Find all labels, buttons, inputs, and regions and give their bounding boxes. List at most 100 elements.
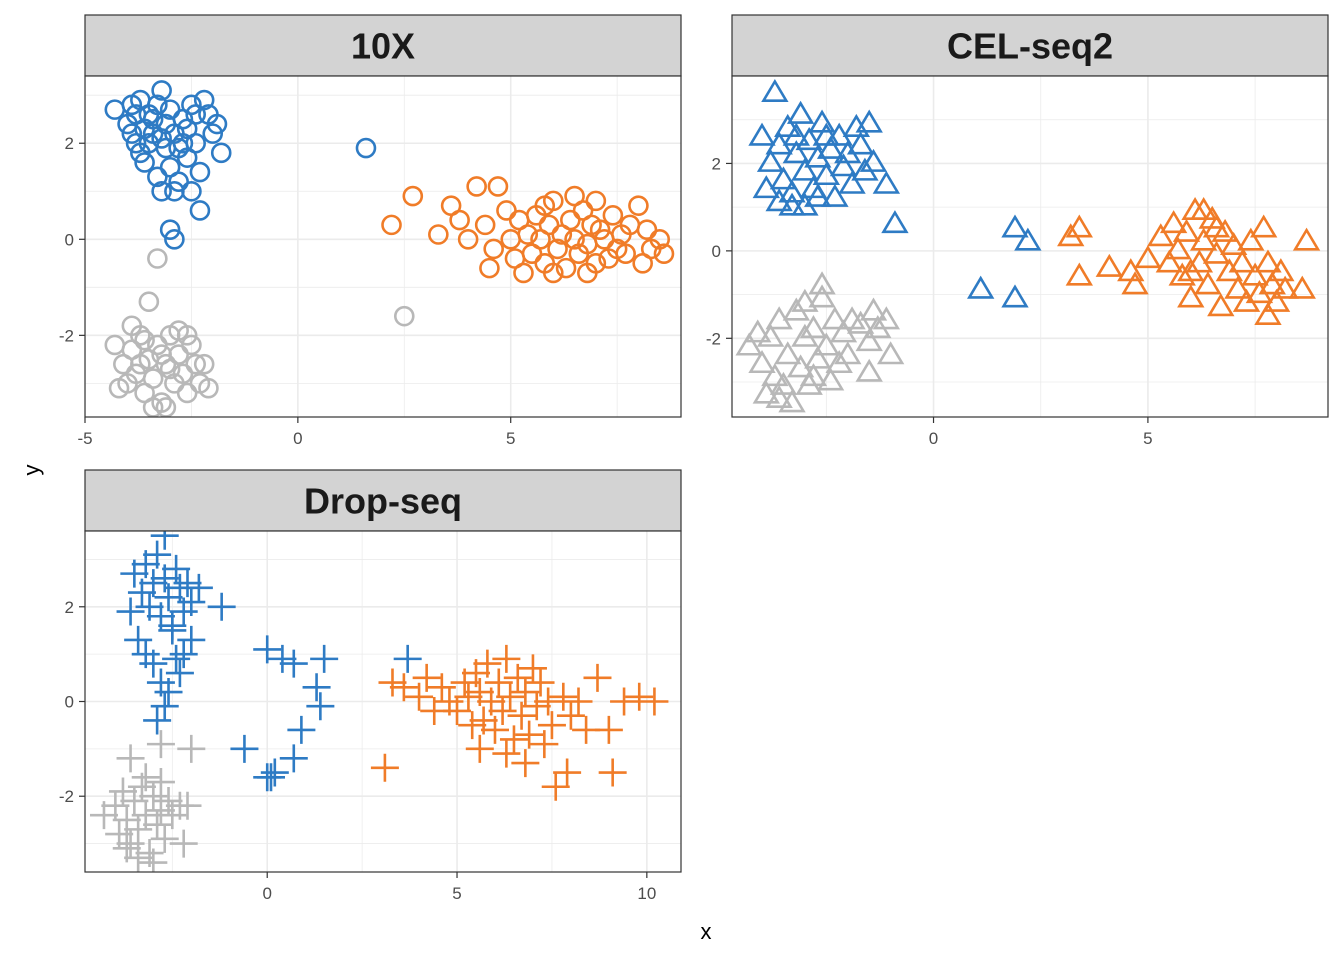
plus-point: [492, 644, 521, 673]
y-tick-label: -2: [59, 787, 74, 806]
plus-point: [177, 734, 206, 763]
triangle-point: [804, 183, 832, 207]
points: [104, 80, 675, 417]
triangle-point: [855, 328, 883, 352]
circle-point: [602, 204, 624, 226]
plus-point: [511, 749, 540, 778]
triangle-point: [791, 288, 819, 312]
triangle-point: [1177, 284, 1205, 308]
circle-point: [585, 190, 607, 212]
plus-point: [143, 810, 172, 839]
plus-point: [549, 682, 578, 711]
triangle-point: [859, 297, 888, 321]
x-tick-label: 5: [506, 429, 515, 448]
triangle-point: [1254, 301, 1282, 325]
circle-point: [108, 377, 130, 399]
plus-point: [518, 654, 547, 683]
circle-point: [449, 209, 470, 231]
triangle-point: [846, 131, 875, 155]
triangle-point: [834, 341, 862, 365]
triangle-point: [752, 175, 780, 199]
y-tick-label: 0: [712, 242, 721, 261]
circle-point: [202, 123, 224, 144]
triangle-point: [1237, 227, 1265, 251]
triangle-point: [872, 306, 901, 330]
triangle-point: [748, 349, 776, 374]
circle-point: [555, 257, 577, 279]
plus-point: [499, 725, 528, 754]
triangle-point: [1065, 214, 1093, 238]
plus-point: [165, 659, 194, 688]
plus-point: [154, 678, 183, 707]
triangle-point: [1001, 284, 1029, 308]
plus-point: [492, 739, 521, 768]
circle-point: [155, 397, 177, 417]
circle-point: [185, 104, 206, 125]
triangle-point: [1189, 196, 1218, 221]
triangle-point: [1228, 249, 1256, 273]
facet-strip-title: 10X: [351, 26, 415, 67]
y-tick-label: 0: [65, 230, 74, 249]
circle-point: [172, 132, 194, 154]
circle-point: [564, 228, 585, 250]
circle-point: [577, 262, 598, 284]
plus-point: [454, 682, 483, 711]
x-tick-label: 5: [1143, 429, 1152, 448]
plus-point: [116, 597, 145, 626]
plus-point: [101, 791, 130, 820]
plus-point: [598, 758, 627, 787]
plus-point: [389, 673, 418, 702]
y-tick-label: -2: [59, 326, 74, 345]
plus-point: [507, 701, 536, 730]
plus-point: [116, 744, 145, 773]
triangle-point: [1271, 275, 1299, 299]
plus-point: [177, 625, 206, 654]
plus-point: [260, 758, 289, 787]
x-tick-label: 0: [293, 429, 302, 448]
triangle-point: [1292, 227, 1321, 251]
circle-point: [134, 329, 155, 351]
plus-point: [173, 569, 202, 598]
plus-point: [120, 786, 149, 815]
circle-point: [138, 104, 160, 125]
plus-point: [378, 668, 407, 697]
triangle-point: [1065, 262, 1093, 286]
triangle-point: [1014, 227, 1042, 251]
circle-point: [564, 185, 585, 207]
plus-point: [184, 573, 213, 602]
circle-point: [151, 80, 172, 101]
plus-point: [496, 682, 525, 711]
triangle-point: [1207, 293, 1235, 317]
triangle-point: [967, 275, 995, 299]
triangle-point: [799, 315, 828, 339]
plus-point: [112, 834, 141, 863]
circle-point: [142, 368, 164, 389]
triangle-point: [1168, 262, 1196, 286]
facet-strip: [731, 14, 1329, 77]
facet-drop-seq: Drop-seq 0 5 10 -2 0 2: [59, 469, 682, 903]
triangle-point: [1001, 214, 1029, 238]
circle-point: [538, 214, 560, 236]
circle-point: [147, 334, 168, 356]
triangle-point: [1147, 223, 1175, 247]
y-tick-label: -2: [706, 329, 721, 348]
plus-point: [443, 696, 472, 725]
panel-border: [84, 75, 682, 418]
plus-point: [310, 644, 339, 673]
triangle-point: [855, 109, 883, 133]
plus-point: [139, 782, 168, 811]
triangle-point: [1164, 236, 1192, 260]
triangle-point: [774, 113, 802, 137]
circle-point: [496, 200, 517, 221]
plus-point: [503, 663, 532, 692]
circle-point: [402, 185, 424, 207]
triangle-point: [1155, 249, 1184, 273]
plus-point: [162, 644, 191, 673]
x-tick-label: 0: [929, 429, 938, 448]
triangle-point: [816, 135, 845, 159]
triangle-point: [816, 367, 845, 391]
circle-point: [517, 224, 539, 245]
triangle-point: [774, 341, 802, 365]
triangle-point: [761, 78, 789, 102]
